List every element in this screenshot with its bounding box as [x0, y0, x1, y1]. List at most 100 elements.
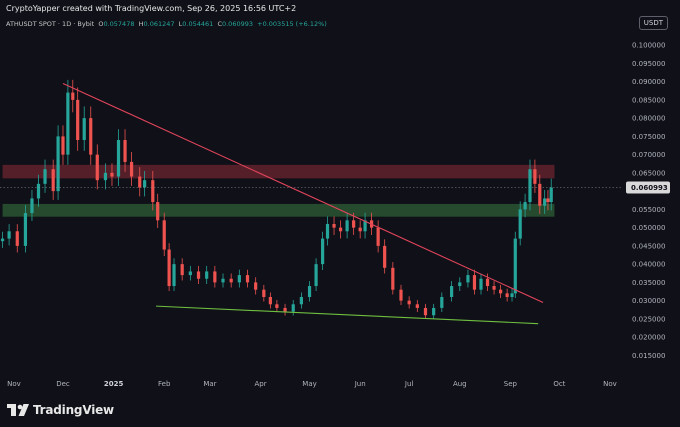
candle-body: [533, 169, 537, 184]
candle-body: [205, 271, 209, 279]
candle-body: [213, 271, 217, 283]
candle-body: [423, 307, 428, 316]
candle-body: [528, 169, 532, 203]
resistance-zone: [2, 164, 555, 179]
candle-body: [262, 289, 266, 297]
x-tick-label: Dec: [56, 380, 70, 388]
candle-body: [23, 213, 28, 246]
candle-body: [466, 275, 470, 283]
candle-body: [513, 238, 517, 294]
candle-body: [129, 161, 134, 177]
candle-body: [485, 278, 490, 287]
candle-body: [505, 293, 509, 297]
candle-body: [546, 198, 550, 203]
y-tick-label: 0.040000: [632, 261, 665, 269]
x-tick-label: Nov: [603, 380, 617, 388]
candle-body: [510, 293, 514, 297]
candle-body: [15, 231, 19, 246]
candle-body: [138, 176, 142, 188]
candle-body: [103, 172, 108, 181]
y-tick-label: 0.095000: [632, 60, 665, 68]
low-label: L: [178, 20, 183, 28]
candle-body: [479, 278, 483, 290]
symbol-name: ATHUSDT SPOT · 1D · Bybit: [6, 20, 95, 28]
candle-body: [391, 267, 395, 290]
candle-body: [66, 92, 70, 155]
candle-body: [376, 227, 380, 246]
candle-body: [143, 180, 147, 188]
candle-body: [338, 227, 343, 232]
tradingview-logo: TradingView: [7, 401, 114, 419]
candle-body: [180, 264, 184, 276]
tradingview-logo-text: TradingView: [33, 403, 114, 417]
candle-body: [51, 169, 55, 192]
candle-body: [407, 300, 411, 305]
candle-body: [283, 307, 287, 312]
x-tick-label: Jul: [404, 380, 414, 388]
candle-body: [156, 202, 160, 221]
candle-body: [188, 271, 192, 276]
candle-body: [450, 286, 454, 297]
candle-body: [518, 209, 522, 239]
x-tick-label: Mar: [203, 380, 216, 388]
candle-body: [56, 136, 60, 192]
x-axis: Nov Dec 2025 Feb Mar Apr May Jun Jul Aug Sep Oct Nov: [7, 380, 617, 388]
candle-body: [472, 275, 477, 290]
candle-body: [162, 220, 166, 250]
y-tick-label: 0.085000: [632, 96, 665, 104]
candle-body: [549, 187, 553, 203]
y-tick-label: 0.020000: [632, 334, 665, 342]
currency-button[interactable]: USDT: [638, 16, 668, 30]
x-tick-label: Apr: [255, 380, 267, 388]
candle-body: [7, 231, 11, 239]
last-price-label: 0.060993: [631, 184, 668, 192]
y-tick-label: 0.055000: [632, 206, 665, 214]
chart-credit: CryptoYapper created with TradingView.co…: [6, 4, 297, 13]
y-tick-label: 0.080000: [632, 115, 665, 123]
y-tick-label: 0.090000: [632, 78, 665, 86]
candle-body: [30, 198, 34, 214]
last-price-box: [626, 181, 670, 194]
x-tick-label: Aug: [453, 380, 467, 388]
candle-body: [237, 275, 241, 283]
candle-body: [345, 220, 349, 232]
y-tick-label: 0.015000: [632, 352, 665, 360]
high-label: H: [138, 20, 144, 28]
support-zone: [2, 203, 555, 217]
x-tick-label: Jun: [354, 380, 366, 388]
plot-area: [0, 79, 622, 325]
candle-body: [151, 180, 155, 203]
y-tick-label: 0.050000: [632, 224, 665, 232]
candle-body: [43, 169, 47, 184]
y-tick-label: 0.045000: [632, 242, 665, 250]
x-tick-label: Nov: [7, 380, 21, 388]
candle-body: [492, 286, 496, 290]
close-value: 0.060993: [221, 20, 253, 28]
candle-body: [268, 296, 272, 305]
y-tick-label: 0.065000: [632, 169, 665, 177]
y-axis: 0.100000 0.095000 0.090000 0.085000 0.080000…: [626, 42, 670, 360]
candle-body: [307, 286, 312, 297]
candle-body: [440, 296, 444, 308]
tradingview-logo-icon: [7, 404, 29, 416]
candle-body: [458, 282, 462, 287]
low-value: 0.054461: [182, 20, 214, 28]
open-label: O: [98, 20, 104, 28]
candle-body: [245, 275, 250, 283]
descending-trendline: [62, 82, 544, 303]
candle-body: [538, 183, 542, 206]
candle-body: [254, 282, 258, 290]
candle-body: [167, 249, 171, 287]
candle-body: [543, 198, 547, 206]
candle-body: [89, 118, 93, 155]
symbol-ohlc-line: ATHUSDT SPOT · 1D · Bybit O0.057478 H0.0…: [6, 20, 327, 28]
candle-body: [432, 307, 436, 316]
candle-body: [82, 118, 86, 141]
x-tick-label: May: [302, 380, 316, 388]
candle-body: [415, 304, 419, 308]
x-tick-label: 2025: [104, 380, 124, 388]
candle-body: [358, 227, 362, 232]
candle-body: [291, 304, 295, 312]
candle-body: [383, 245, 387, 268]
